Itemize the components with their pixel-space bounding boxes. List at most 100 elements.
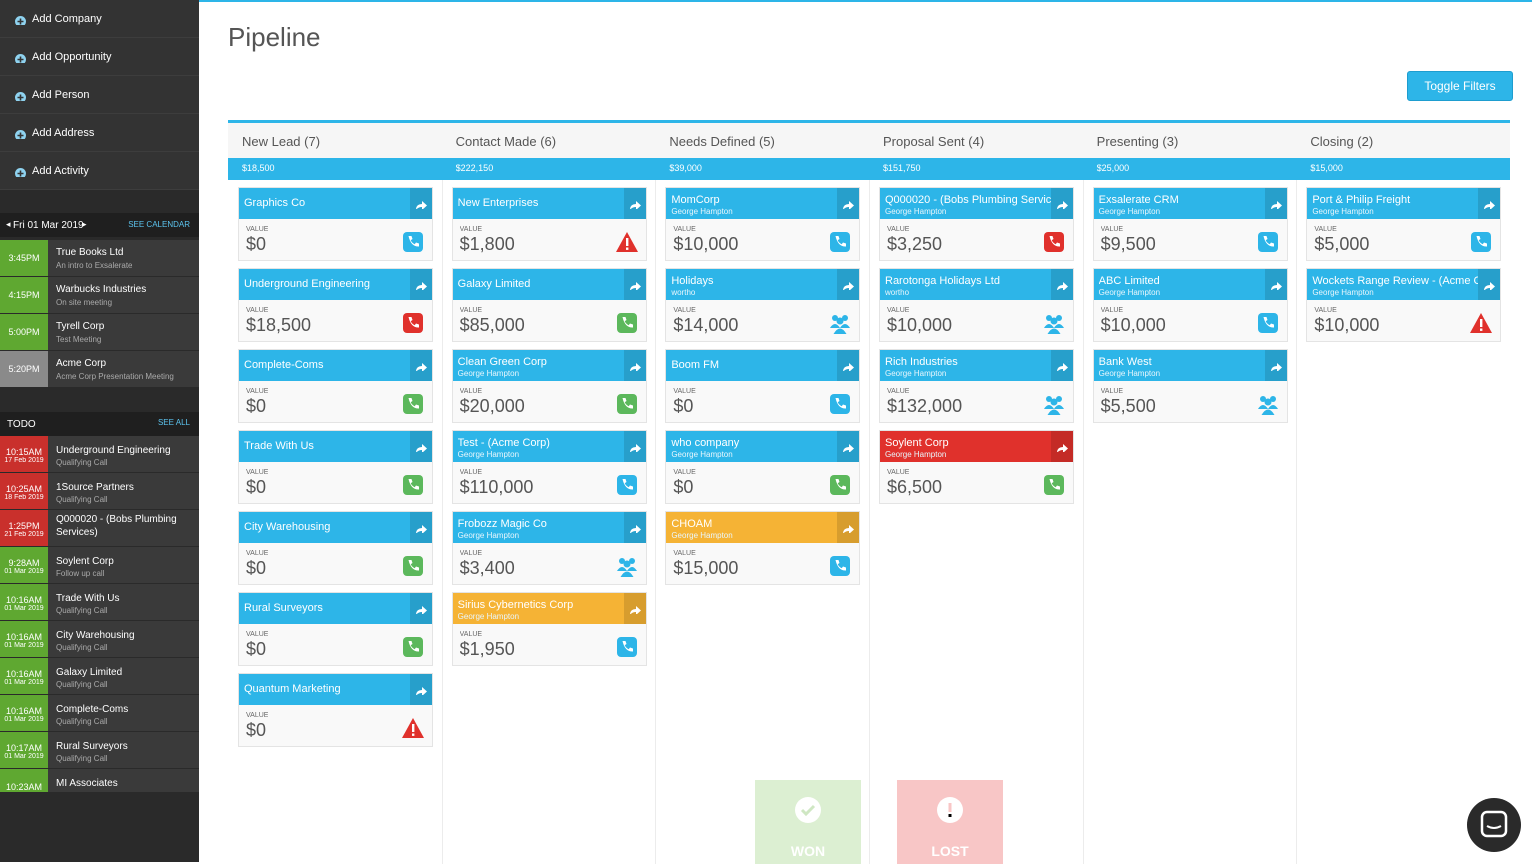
won-target[interactable]: WON	[755, 780, 861, 864]
person-body	[1047, 328, 1061, 334]
todo-item[interactable]: 10:25AM 18 Feb 2019 1Source Partners Qualif…	[0, 473, 199, 509]
share-button[interactable]	[1051, 188, 1073, 219]
deal-card[interactable]: Trade With Us VALUE $0	[238, 430, 433, 504]
call-icon	[830, 394, 851, 414]
deal-card[interactable]: Port & Philip Freight George Hampton VALUE…	[1306, 187, 1502, 261]
share-button[interactable]	[623, 431, 646, 462]
share-button[interactable]	[623, 512, 646, 543]
deal-card[interactable]: Galaxy Limited VALUE $85,000	[451, 268, 647, 342]
deal-card[interactable]: Rich Industries George Hampton VALUE $132,0…	[879, 349, 1074, 423]
deal-card[interactable]: Wockets Range Review - (Acme Corp)George…	[1306, 268, 1502, 342]
next-arrow[interactable]: ▸	[82, 219, 87, 229]
calendar-event[interactable]: 4:15PM Warbucks Industries On site meeting	[0, 277, 199, 313]
share-button[interactable]	[837, 269, 860, 300]
deal-card[interactable]: City Warehousing VALUE $0	[238, 511, 433, 585]
menu-item[interactable]: Add Address	[0, 114, 199, 152]
lost-target[interactable]: LOST	[897, 780, 1003, 864]
share-button[interactable]	[1264, 188, 1287, 219]
share-button[interactable]	[623, 593, 646, 624]
icon-bg	[403, 313, 423, 333]
share-button[interactable]	[410, 512, 432, 543]
deal-card[interactable]: Test - (Acme Corp) George Hampton VALUE $11…	[451, 430, 647, 504]
share-button[interactable]	[623, 188, 646, 219]
menu-item[interactable]: Add Activity	[0, 152, 199, 190]
todo-item[interactable]: 10:16AM 01 Mar 2019 Galaxy Limited Qualifyi…	[0, 658, 199, 694]
deal-card[interactable]: Rarotonga Holidays Ltd wortho VALUE $10,000	[879, 268, 1074, 342]
share-button[interactable]	[1264, 269, 1287, 300]
todo-item[interactable]: 9:28AM 01 Mar 2019 Soylent Corp Follow up c…	[0, 547, 199, 583]
share-button[interactable]	[837, 188, 860, 219]
menu-item[interactable]: Add Person	[0, 76, 199, 114]
deal-card[interactable]: New Enterprises VALUE $1,800	[451, 187, 647, 261]
share-button[interactable]	[837, 431, 860, 462]
value-caption: VALUE	[246, 631, 269, 638]
todo-item[interactable]: 10:16AM 01 Mar 2019 Complete-Coms Qualifyin…	[0, 695, 199, 731]
share-button[interactable]	[623, 269, 646, 300]
deal-card[interactable]: Boom FM VALUE $0	[665, 349, 861, 423]
share-button[interactable]	[410, 593, 432, 624]
deal-card[interactable]: Holidays wortho VALUE $14,000	[665, 268, 861, 342]
deal-card[interactable]: Exsalerate CRM George Hampton VALUE $9,500	[1092, 187, 1288, 261]
toggle-filters-button[interactable]: Toggle Filters	[1407, 71, 1513, 101]
deal-card[interactable]: Clean Green Corp George Hampton VALUE $20,0…	[451, 349, 647, 423]
calendar-event[interactable]: 5:20PM Acme Corp Acme Corp Presentation Me…	[0, 351, 199, 387]
call-icon-wrap	[616, 312, 639, 335]
deal-card[interactable]: ABC Limited George Hampton VALUE $10,000	[1092, 268, 1288, 342]
deal-card[interactable]: Rural Surveyors VALUE $0	[238, 592, 433, 666]
prev-arrow[interactable]: ◂	[6, 219, 11, 229]
deal-card[interactable]: Bank West George Hampton VALUE $5,500	[1092, 349, 1288, 423]
deal-card[interactable]: Complete-Coms VALUE $0	[238, 349, 433, 423]
see-all-link[interactable]: SEE ALL	[157, 418, 190, 427]
card-title: Wockets Range Review - (Acme Corp)	[1312, 275, 1478, 287]
share-button[interactable]	[1051, 431, 1073, 462]
share-arrow	[416, 525, 427, 533]
deal-card[interactable]: MomCorp George Hampton VALUE $10,000	[665, 187, 861, 261]
calendar-event[interactable]: 5:00PM Tyrell Corp Test Meeting	[0, 314, 199, 350]
deal-card[interactable]: CHOAM George Hampton VALUE $15,000	[665, 511, 861, 585]
call-icon-wrap	[829, 231, 852, 254]
share-icon-wrap	[842, 360, 855, 371]
todo-date: 01 Mar 2019	[4, 716, 44, 723]
todo-time-cell	[0, 473, 48, 509]
share-button[interactable]	[1051, 350, 1073, 381]
deal-card[interactable]: who company George Hampton VALUE $0	[665, 430, 861, 504]
menu-item[interactable]: Add Opportunity	[0, 38, 199, 76]
chat-button[interactable]	[1467, 798, 1521, 852]
share-button[interactable]	[1051, 269, 1073, 300]
deal-card[interactable]: Soylent Corp George Hampton VALUE $6,500	[879, 430, 1074, 504]
todo-item[interactable]: 10:17AM 01 Mar 2019 Rural Surveyors Qualify…	[0, 732, 199, 768]
deal-card[interactable]: Graphics Co VALUE $0	[238, 187, 433, 261]
lost-target-label: LOST	[931, 843, 969, 859]
todo-date: 01 Mar 2019	[4, 753, 44, 760]
todo-item[interactable]: 10:15AM 17 Feb 2019 Underground Engineerin…	[0, 436, 199, 472]
deal-card[interactable]: Quantum Marketing VALUE $0	[238, 673, 433, 747]
todo-date: 18 Feb 2019	[4, 494, 44, 501]
share-button[interactable]	[410, 188, 432, 219]
share-button[interactable]	[837, 512, 860, 543]
todo-item[interactable]: 10:16AM 01 Mar 2019 City Warehousing Qualif…	[0, 621, 199, 657]
card-title: who company	[671, 437, 740, 449]
calendar-event[interactable]: 3:45PM True Books Ltd An intro to Exsalera…	[0, 240, 199, 276]
deal-card[interactable]: Frobozz Magic Co George Hampton VALUE $3,40…	[451, 511, 647, 585]
todo-item[interactable]: 10:16AM 01 Mar 2019 Trade With Us Qualifyin…	[0, 584, 199, 620]
share-arrow	[843, 201, 855, 209]
see-calendar-link[interactable]: SEE CALENDAR	[128, 220, 190, 229]
share-button[interactable]	[410, 431, 432, 462]
todo-item[interactable]: 1:25PM 21 Feb 2019 Q000020 - (Bobs Plumbin…	[0, 510, 199, 546]
share-button[interactable]	[1478, 188, 1501, 219]
share-button[interactable]	[1264, 350, 1287, 381]
share-button[interactable]	[410, 269, 432, 300]
share-button[interactable]	[1478, 269, 1501, 300]
share-button[interactable]	[623, 350, 646, 381]
deal-card[interactable]: Q000020 - (Bobs Plumbing Services) George…	[879, 187, 1074, 261]
deal-card[interactable]: Sirius Cybernetics Corp George Hampton VAL…	[451, 592, 647, 666]
share-button[interactable]	[410, 674, 432, 705]
phone-glyph	[408, 479, 419, 490]
call-icon	[1257, 232, 1278, 252]
deal-card[interactable]: Underground Engineering VALUE $18,500	[238, 268, 433, 342]
share-button[interactable]	[410, 350, 432, 381]
menu-item[interactable]: Add Company	[0, 0, 199, 38]
todo-item[interactable]: 10:23AM MI Associates	[0, 769, 199, 792]
call-icon	[616, 475, 637, 495]
share-button[interactable]	[837, 350, 860, 381]
